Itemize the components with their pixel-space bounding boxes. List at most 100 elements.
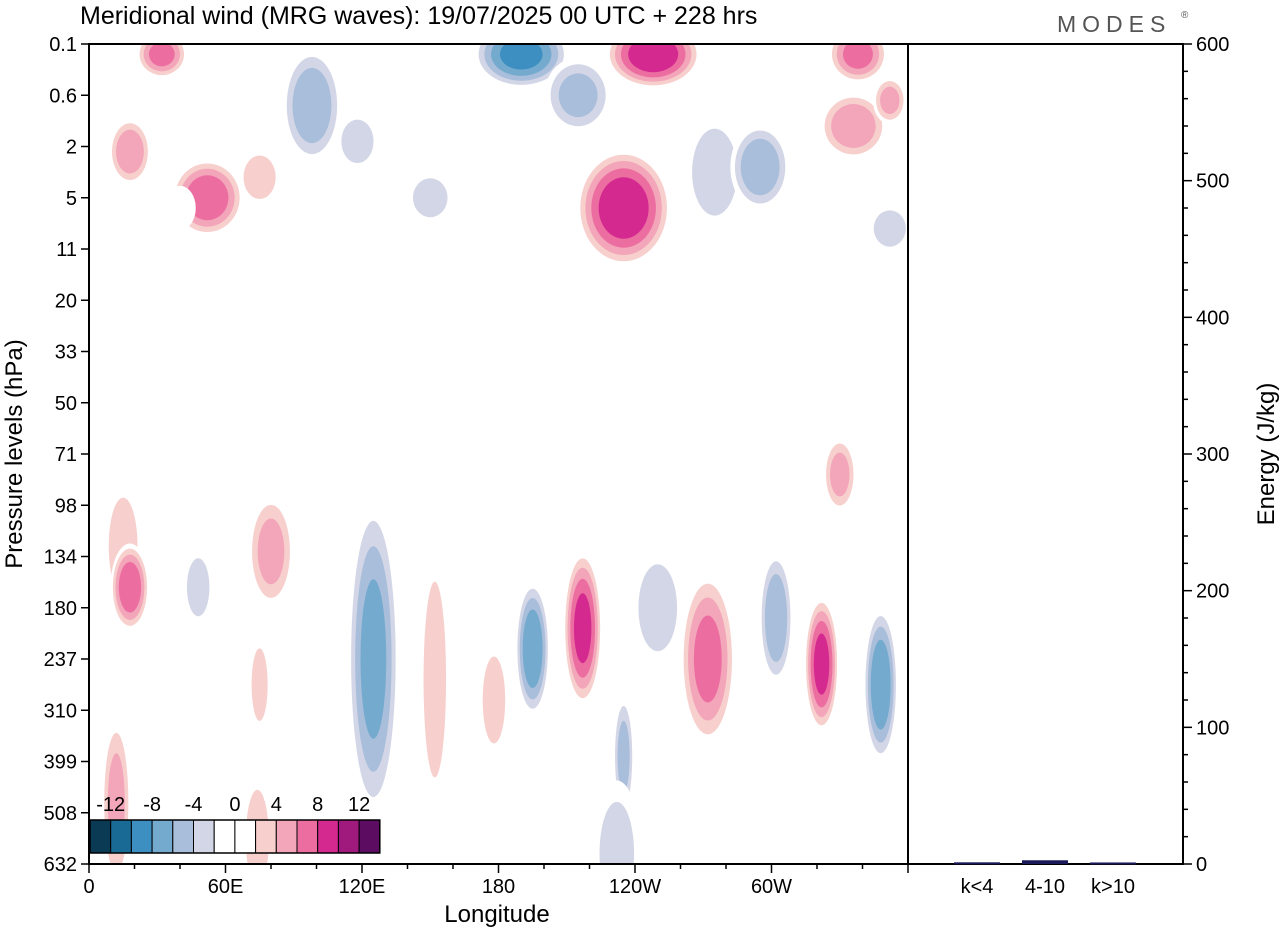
y-tick-label: 20	[55, 290, 77, 312]
colorbar-swatch	[337, 819, 360, 854]
wind-blob-35	[420, 553, 450, 806]
contour-band	[341, 119, 374, 164]
contour-band	[858, 319, 890, 374]
contour-band	[327, 317, 352, 345]
contour-band	[617, 720, 630, 792]
contour-band	[292, 67, 332, 144]
colorbar-swatch	[130, 819, 153, 854]
y-tick-label: 11	[56, 239, 77, 261]
wind-blob-51	[672, 779, 712, 864]
contour-band	[672, 779, 712, 864]
contour-band	[251, 648, 268, 721]
y-tick-label: 508	[44, 803, 77, 825]
wind-blob-32	[247, 494, 295, 609]
contour-band	[452, 354, 500, 400]
wind-blob-25	[770, 278, 818, 323]
y-tick-label: 180	[44, 598, 77, 620]
wind-blob-40	[632, 551, 683, 664]
contour-band	[542, 251, 582, 278]
y-tick-label: 98	[55, 495, 77, 517]
wind-blob-45	[822, 436, 857, 513]
contour-band	[212, 51, 248, 78]
contour-band	[770, 278, 818, 323]
energy-tick-label: 300	[1196, 444, 1229, 466]
y-tick-label: 5	[66, 188, 77, 210]
wind-field	[101, 44, 908, 864]
wind-blob-20	[869, 205, 908, 252]
contour-band	[512, 790, 553, 864]
contour-band	[638, 564, 678, 652]
wind-blob-12	[460, 77, 501, 114]
contour-band	[186, 558, 210, 617]
wind-blob-33	[249, 637, 271, 732]
y-tick-label: 310	[44, 700, 77, 722]
energy-axis-label: Energy (J/kg)	[1253, 383, 1280, 526]
contour-band	[831, 104, 876, 148]
contour-band	[692, 128, 738, 216]
wind-blob-52	[812, 735, 845, 864]
contour-band	[173, 647, 233, 864]
energy-panel-frame	[907, 43, 1184, 865]
wind-blob-9	[405, 170, 455, 226]
contour-band	[573, 593, 592, 664]
wind-blob-14	[575, 149, 672, 267]
wind-blob-37	[515, 580, 550, 717]
colorbar: -12 -8 -4 0 4 8 12	[89, 794, 381, 854]
wind-blob-36	[479, 643, 509, 757]
wind-blob-47	[173, 647, 233, 864]
wind-blob-1	[108, 118, 152, 186]
energy-tick-label: 200	[1196, 581, 1229, 603]
contour-band	[813, 633, 830, 695]
x-axis-label: Longitude	[444, 901, 549, 928]
wind-blob-18	[819, 92, 888, 160]
wind-blob-27	[858, 319, 890, 374]
wind-blob-42	[759, 550, 794, 686]
colorbar-label: -8	[143, 794, 161, 816]
contour-band	[522, 609, 543, 689]
colorbar-label: -12	[96, 794, 125, 816]
wind-blob-23	[542, 251, 582, 278]
wind-blob-50	[592, 780, 642, 864]
wind-blob-15	[685, 115, 744, 229]
energy-bar-1	[954, 862, 1000, 865]
contour-band	[873, 210, 906, 247]
wind-blob-16	[730, 123, 790, 211]
wind-blob-4	[238, 149, 281, 206]
colorbar-label: 12	[348, 794, 370, 816]
contour-band	[164, 185, 196, 231]
wind-blob-34	[347, 499, 400, 819]
wind-blob-8	[336, 113, 379, 170]
wind-blob-7	[282, 47, 342, 164]
x-tick-label: 60W	[751, 876, 792, 898]
colorbar-frame	[89, 819, 381, 854]
longitude-axis: 0 60E 120E 180 120W 60W	[83, 864, 909, 898]
wind-blob-31	[183, 549, 213, 625]
energy-tick-label: 100	[1196, 717, 1229, 739]
y-tick-label: 2	[66, 137, 77, 159]
wind-blob-6	[164, 185, 196, 231]
contour-band	[830, 452, 850, 497]
y-tick-label: 632	[44, 854, 77, 876]
y-tick-label: 71	[55, 444, 77, 466]
contour-band	[432, 261, 465, 288]
energy-axis: 0 100 200 300 400 500 600	[1183, 34, 1229, 876]
colorbar-swatch	[234, 819, 257, 854]
x-tick-label: 0	[83, 876, 94, 898]
wind-blob-22	[316, 261, 340, 288]
wind-blob-5	[212, 51, 248, 78]
wind-blob-28	[452, 354, 500, 400]
y-tick-label: 399	[44, 752, 77, 774]
energy-category-label: 4-10	[1025, 876, 1065, 898]
energy-category-label: k>10	[1091, 876, 1135, 898]
energy-tick-label: 600	[1196, 34, 1229, 56]
colorbar-swatch	[110, 819, 132, 854]
wind-blob-44	[863, 606, 898, 763]
x-tick-label: 180	[482, 876, 515, 898]
contour-band	[243, 155, 276, 199]
contour-band	[148, 44, 175, 67]
energy-category-label: k<4	[961, 876, 994, 898]
contour-band	[842, 44, 873, 69]
colorbar-swatch	[255, 819, 277, 854]
x-tick-label: 60E	[208, 876, 244, 898]
contour-band	[423, 581, 447, 778]
